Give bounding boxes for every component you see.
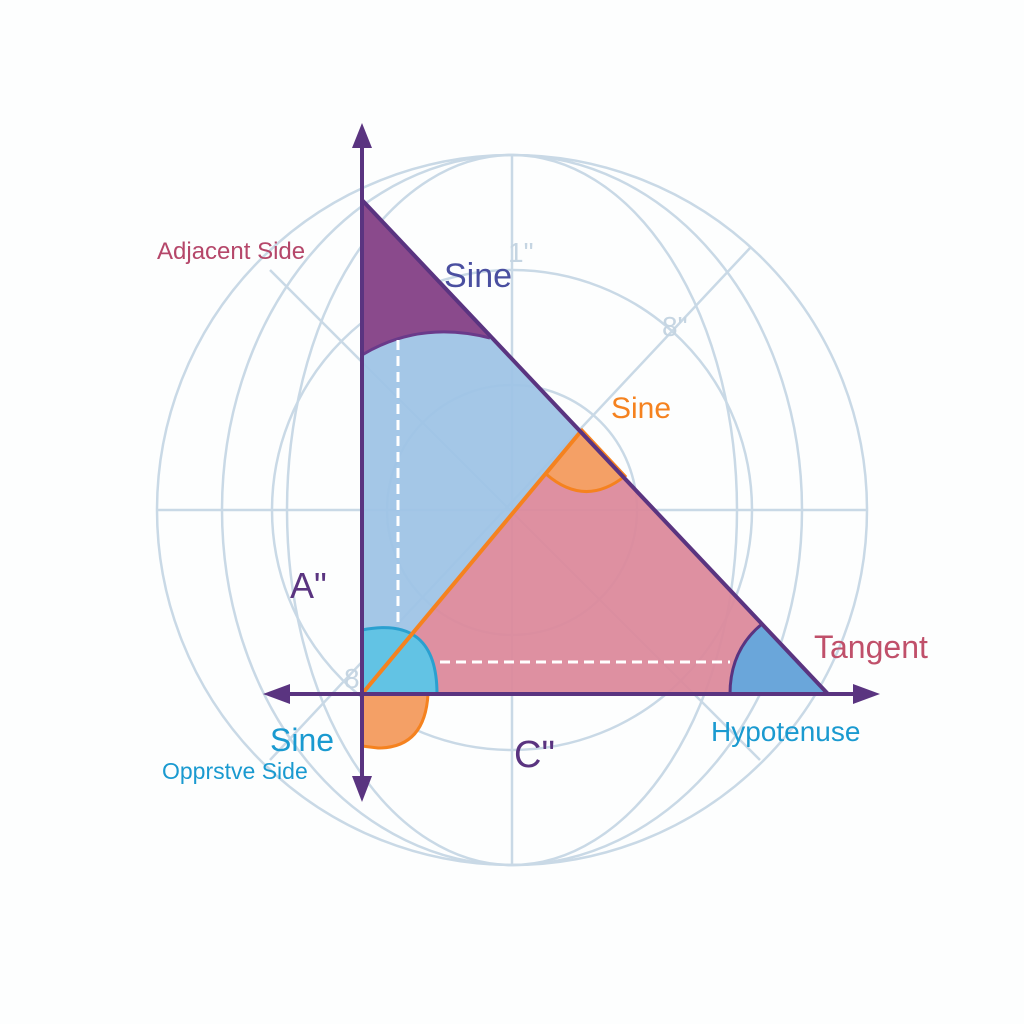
- label-a: A": [290, 565, 327, 606]
- orange-below-origin: [360, 692, 430, 750]
- label-adjacent-side: Adjacent Side: [157, 238, 305, 265]
- label-mark-8-top: 8": [662, 311, 688, 342]
- arrow-up-icon: [352, 123, 372, 148]
- label-hypotenuse: Hypotenuse: [711, 716, 860, 747]
- label-sine-top: Sine: [444, 257, 512, 295]
- purple-arc: [361, 330, 491, 357]
- cyan-angle: [360, 626, 439, 696]
- axes: [263, 123, 880, 802]
- label-opposite-side: Opprstve Side: [162, 758, 308, 784]
- orange-line: [360, 428, 584, 696]
- label-sine-orange: Sine: [611, 392, 671, 425]
- right-angle-blue: [728, 621, 832, 696]
- label-mark-1: 1": [508, 237, 534, 268]
- arrow-right-icon: [853, 684, 880, 704]
- label-c: C": [514, 734, 555, 776]
- arrow-down-icon: [352, 776, 372, 802]
- hypotenuse-line: [360, 198, 830, 696]
- purple-region: [362, 200, 490, 355]
- blue-region: [362, 331, 582, 694]
- label-tangent: Tangent: [814, 629, 928, 665]
- label-sine-cyan: Sine: [270, 722, 334, 758]
- arrow-left-icon: [263, 684, 290, 704]
- pink-region: [362, 430, 828, 694]
- label-mark-8-left: 8: [344, 663, 360, 694]
